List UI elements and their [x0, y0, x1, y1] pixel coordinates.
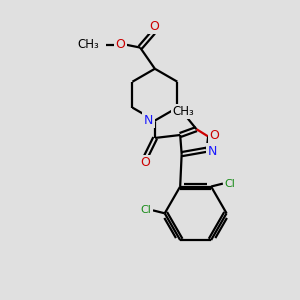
Text: N: N: [208, 145, 217, 158]
Text: CH₃: CH₃: [77, 38, 99, 51]
Text: O: O: [140, 157, 150, 169]
Text: Cl: Cl: [224, 178, 235, 189]
Text: CH₃: CH₃: [173, 105, 195, 118]
Text: N: N: [144, 114, 153, 127]
Text: O: O: [115, 38, 125, 51]
Text: Cl: Cl: [141, 206, 152, 215]
Text: O: O: [149, 20, 159, 33]
Text: O: O: [209, 129, 219, 142]
